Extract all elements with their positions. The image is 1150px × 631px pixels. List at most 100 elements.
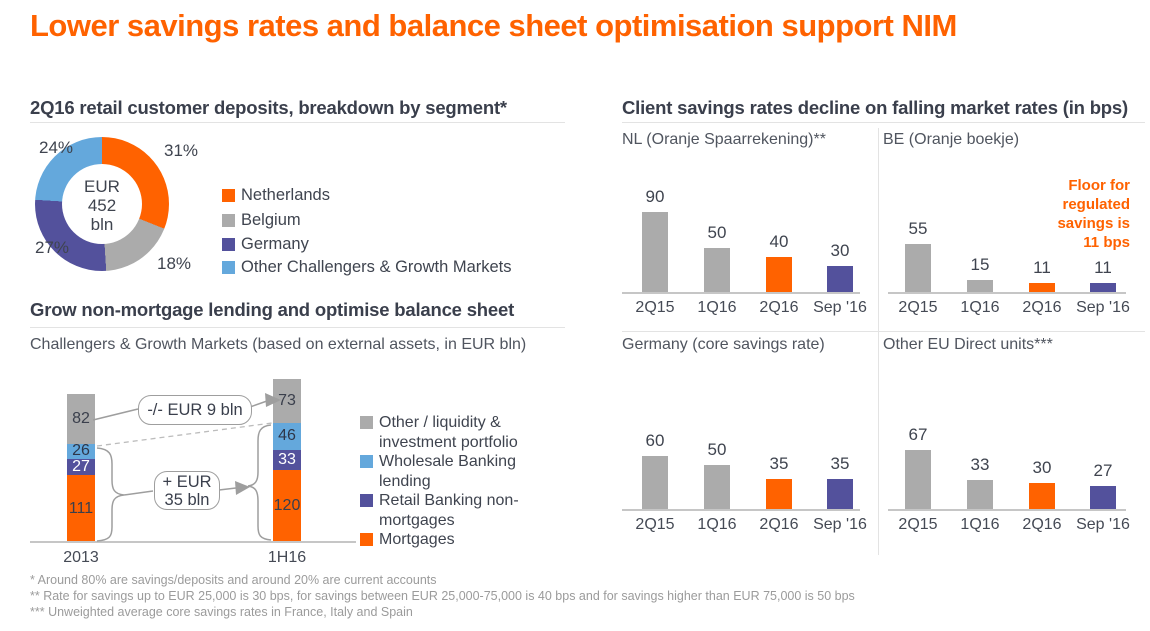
legend-label: Retail Banking non-mortgages xyxy=(379,492,519,529)
mini-axis-label: 2Q16 xyxy=(759,516,799,533)
mini-bar-2Q16 xyxy=(766,257,792,293)
legend-swatch-icon xyxy=(360,455,373,468)
mini-chart-title: Germany (core savings rate) xyxy=(622,336,825,353)
lending-section-header: Grow non-mortgage lending and optimise b… xyxy=(30,299,515,320)
legend-label: Netherlands xyxy=(241,186,330,204)
callout-plus-eur-35-bln: + EUR 35 bln xyxy=(154,471,220,510)
stack-block-other-liquidity-investment-portfolio: 73 xyxy=(273,378,301,423)
lending-legend-item: Other / liquidity & investment portfolio xyxy=(360,413,560,452)
mini-axis-label: 1Q16 xyxy=(697,516,737,533)
mini-axis-label: 1Q16 xyxy=(697,299,737,316)
connector-from-82 xyxy=(92,408,139,421)
mini-bar-Sep16 xyxy=(827,266,853,293)
mini-axis-label: 1Q16 xyxy=(960,299,1000,316)
section-divider xyxy=(30,327,565,328)
legend-swatch-icon xyxy=(222,214,235,227)
mini-axis-label: 2Q16 xyxy=(1022,516,1062,533)
stack-axis-label: 1H16 xyxy=(267,549,307,566)
mini-bar-value: 60 xyxy=(645,431,665,450)
deposits-legend-item: Belgium xyxy=(222,211,552,230)
mini-bar-value: 35 xyxy=(830,453,850,473)
mini-bar-Sep16 xyxy=(1090,485,1116,510)
mini-bar-value: 30 xyxy=(1032,458,1052,477)
mini-bar-2Q16 xyxy=(766,478,792,510)
dashed-transfer-line xyxy=(96,422,273,447)
legend-swatch-icon xyxy=(222,238,235,251)
mini-bar-2Q15 xyxy=(642,456,668,510)
stack-block-other-liquidity-investment-portfolio: 82 xyxy=(67,394,95,444)
mini-bar-value: 11 xyxy=(1094,258,1112,278)
mini-bar-value: 55 xyxy=(908,218,928,238)
mini-chart-title: NL (Oranje Spaarrekening)** xyxy=(622,131,826,148)
mini-axis-label: 2Q16 xyxy=(759,299,799,316)
mini-bar-2Q16 xyxy=(1029,483,1055,510)
section-divider xyxy=(622,122,1145,123)
legend-swatch-icon xyxy=(360,533,373,546)
stack-axis-label: 2013 xyxy=(63,549,99,566)
stack-block-mortgages: 120 xyxy=(273,470,301,542)
mini-bar-value: 35 xyxy=(769,453,789,473)
legend-swatch-icon xyxy=(360,494,373,507)
mini-bar-value: 33 xyxy=(970,455,990,475)
callout-minus-eur-9-bln: -/- EUR 9 bln xyxy=(138,395,252,425)
donut-pct-label-3: 27% xyxy=(34,238,70,257)
mini-bar-Sep16 xyxy=(827,478,853,510)
donut-pct-label-4: 24% xyxy=(38,138,74,157)
deposits-legend-item: Germany xyxy=(222,235,552,254)
mini-baseline xyxy=(888,292,1126,294)
mini-bar-1Q16 xyxy=(967,279,993,293)
stack-block-wholesale-banking-lending: 46 xyxy=(273,422,301,451)
donut-pct-label-2: 18% xyxy=(156,254,192,273)
mini-baseline xyxy=(622,292,860,294)
donut-center-label: EUR 452 bln xyxy=(84,177,120,234)
mini-axis-label: 2Q16 xyxy=(1022,299,1062,316)
mini-chart-title: BE (Oranje boekje) xyxy=(883,131,1020,148)
donut-pct-label-1: 31% xyxy=(163,141,199,160)
mini-bar-value: 11 xyxy=(1033,258,1051,278)
lending-chart-subtitle: Challengers & Growth Markets (based on e… xyxy=(30,336,527,353)
mini-bar-2Q15 xyxy=(905,449,931,510)
minus-arrow-line xyxy=(249,400,268,408)
mini-bar-1Q16 xyxy=(704,248,730,293)
legend-label: Wholesale Banking lending xyxy=(379,453,516,490)
mini-baseline xyxy=(888,509,1126,511)
mini-bar-2Q15 xyxy=(642,212,668,293)
plus-arrow-line xyxy=(218,487,237,491)
footnote-3: *** Unweighted average core savings rate… xyxy=(30,605,413,619)
legend-label: Mortgages xyxy=(379,531,455,548)
deposits-legend-item: Netherlands xyxy=(222,186,552,205)
brace-1h16 xyxy=(247,424,272,541)
mini-bar-value: 50 xyxy=(707,440,727,459)
stack-block-retail-banking-non-mortgages: 33 xyxy=(273,450,301,470)
legend-label: Other / liquidity & investment portfolio xyxy=(379,414,518,451)
legend-swatch-icon xyxy=(360,416,373,429)
lending-legend-item: Retail Banking non-mortgages xyxy=(360,491,560,530)
deposits-legend-item: Other Challengers & Growth Markets xyxy=(222,258,552,277)
mini-axis-label: 2Q15 xyxy=(635,299,675,316)
mini-axis-label: Sep '16 xyxy=(1076,516,1130,533)
donut-hole xyxy=(62,164,142,244)
lending-legend-item: Mortgages xyxy=(360,530,560,550)
mini-axis-label: 1Q16 xyxy=(960,516,1000,533)
mini-bar-value: 67 xyxy=(908,424,928,444)
mini-axis-label: Sep '16 xyxy=(813,516,867,533)
legend-label: Other Challengers & Growth Markets xyxy=(241,258,512,276)
mini-bar-value: 30 xyxy=(830,241,850,260)
footnote-2: ** Rate for savings up to EUR 25,000 is … xyxy=(30,589,855,603)
stack-block-mortgages: 111 xyxy=(67,475,95,542)
brace-2013 xyxy=(96,447,125,542)
deposits-donut-chart xyxy=(35,137,169,271)
mini-axis-label: Sep '16 xyxy=(1076,299,1130,316)
mini-axis-label: 2Q15 xyxy=(898,299,938,316)
footnote-1: * Around 80% are savings/deposits and ar… xyxy=(30,573,437,587)
grid-vertical-divider xyxy=(878,128,879,555)
legend-swatch-icon xyxy=(222,189,235,202)
mini-bar-value: 50 xyxy=(707,223,727,242)
deposits-section-header: 2Q16 retail customer deposits, breakdown… xyxy=(30,97,507,118)
legend-label: Belgium xyxy=(241,211,301,229)
mini-bar-2Q16 xyxy=(1029,283,1055,293)
slide-title: Lower savings rates and balance sheet op… xyxy=(30,8,957,43)
stack-baseline xyxy=(30,541,356,543)
stack-block-retail-banking-non-mortgages: 27 xyxy=(67,458,95,476)
